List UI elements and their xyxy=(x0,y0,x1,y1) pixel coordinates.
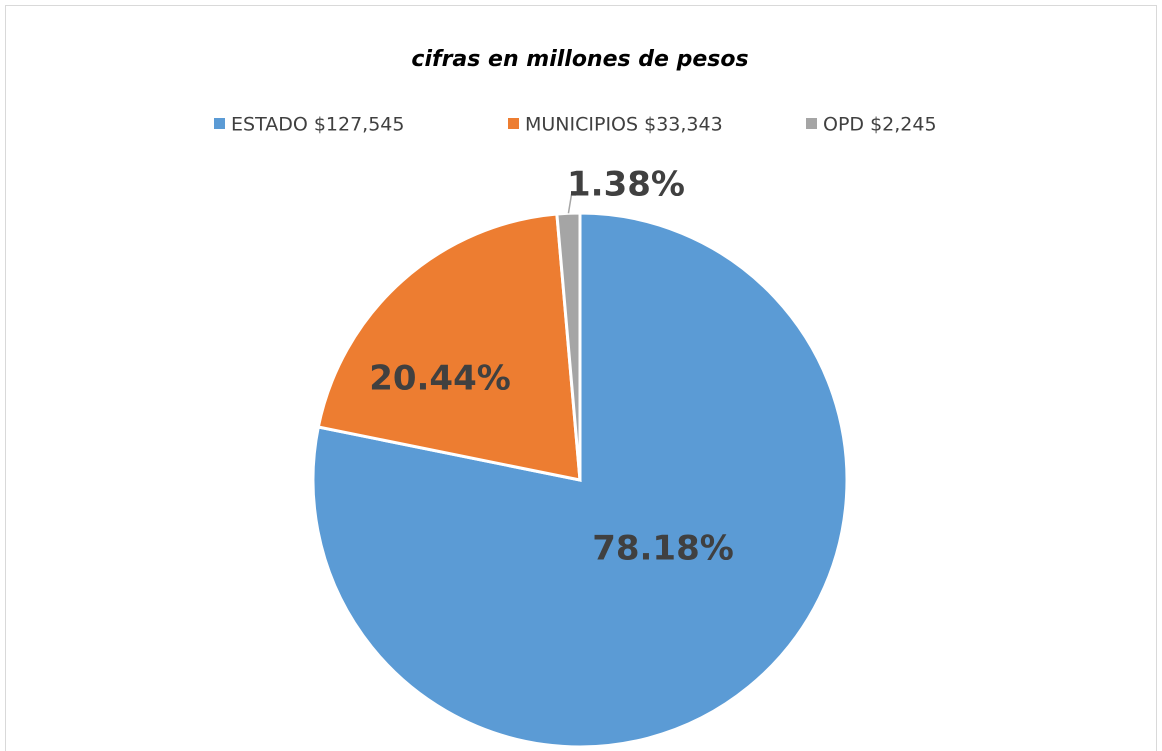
legend-swatch xyxy=(508,118,519,129)
data-label: 78.18% xyxy=(592,529,734,569)
chart-title: cifras en millones de pesos xyxy=(411,47,748,72)
legend-label: MUNICIPIOS $33,343 xyxy=(525,114,723,136)
pie-slice xyxy=(316,212,582,482)
data-label: 1.38% xyxy=(567,165,685,205)
data-label: 20.44% xyxy=(369,359,511,399)
legend-swatch xyxy=(214,118,225,129)
leader-line xyxy=(567,194,576,214)
legend-label: OPD $2,245 xyxy=(823,114,937,136)
legend-label: ESTADO $127,545 xyxy=(231,114,404,136)
legend-swatch xyxy=(806,118,817,129)
